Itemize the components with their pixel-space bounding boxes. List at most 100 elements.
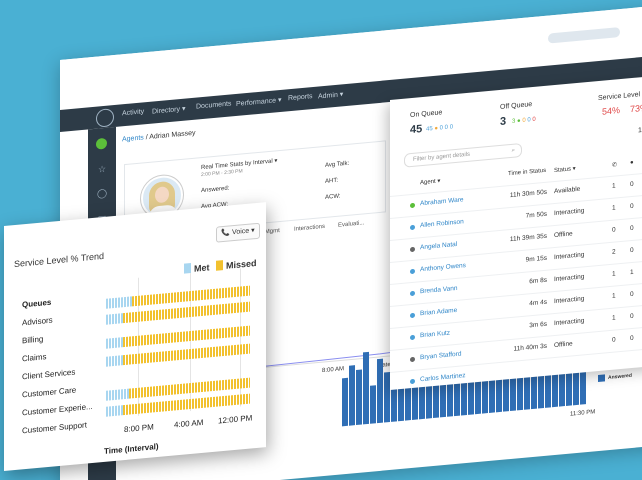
agent-name-link[interactable]: Brian Kutz bbox=[420, 329, 450, 340]
chat-count: 0 bbox=[630, 202, 634, 211]
answered-bar bbox=[377, 358, 383, 424]
on-queue-c: 0 bbox=[444, 124, 449, 132]
missed-segment bbox=[123, 325, 250, 348]
status-dot-icon bbox=[410, 312, 415, 319]
time-in-status: 9m 15s bbox=[525, 254, 547, 264]
service-level-label: Service Level in bbox=[598, 91, 642, 103]
nav-reports[interactable]: Reports bbox=[288, 93, 313, 103]
agent-status: Interacting bbox=[554, 251, 585, 262]
status-dot-icon bbox=[410, 378, 415, 385]
chat-count: 0 bbox=[630, 180, 634, 189]
agent-name-link[interactable]: Anthony Owens bbox=[420, 262, 466, 274]
phone-icon: ✆ bbox=[612, 162, 618, 169]
chat-count: 0 bbox=[630, 312, 634, 321]
col-agent[interactable]: Agent ▾ bbox=[420, 178, 441, 187]
answered-bar bbox=[370, 385, 376, 424]
nav-admin[interactable]: Admin ▾ bbox=[318, 91, 344, 101]
answered-bar bbox=[363, 351, 369, 425]
on-queue-breakdown: 45 ● 0 0 0 bbox=[426, 124, 454, 133]
agent-name-link[interactable]: Carlos Martinez bbox=[420, 372, 466, 384]
voice-dropdown[interactable]: 📞 Voice ▾ bbox=[216, 222, 260, 243]
card-title: Service Level % Trend bbox=[14, 250, 105, 270]
phone-count: 1 bbox=[612, 314, 616, 322]
presence-status-icon[interactable] bbox=[96, 137, 107, 150]
col-status[interactable]: Status ▾ bbox=[554, 166, 576, 175]
chat-count: 0 bbox=[630, 334, 634, 343]
on-queue-count: 45 bbox=[410, 123, 423, 137]
phone-count: 0 bbox=[612, 336, 616, 344]
answered-bar bbox=[342, 377, 348, 427]
status-dot-icon bbox=[410, 202, 415, 209]
agent-name-link[interactable]: Angela Natal bbox=[420, 240, 458, 252]
phone-count: 1 bbox=[612, 204, 616, 212]
chat-count: 1 bbox=[630, 268, 634, 277]
met-segment bbox=[106, 313, 123, 325]
queue-label: Claims bbox=[22, 352, 47, 364]
status-dot-icon bbox=[410, 290, 415, 297]
answered-bar bbox=[349, 365, 355, 426]
agent-name-link[interactable]: Abraham Ware bbox=[420, 196, 464, 208]
service-level-a: 54% bbox=[602, 105, 621, 117]
agent-name-link[interactable]: Brian Adame bbox=[420, 306, 458, 318]
time-in-status: 7m 50s bbox=[525, 210, 547, 220]
globe-logo-icon[interactable] bbox=[96, 108, 114, 128]
global-search-input[interactable] bbox=[548, 27, 620, 44]
phone-count: 2 bbox=[612, 248, 616, 256]
met-segment bbox=[106, 337, 123, 349]
answered-label: Answered: bbox=[201, 185, 230, 195]
queue-label: Customer Support bbox=[22, 420, 87, 436]
time-in-status: 3m 6s bbox=[529, 320, 547, 330]
service-level-b: 73% bbox=[630, 102, 642, 115]
star-icon[interactable]: ☆ bbox=[97, 163, 107, 175]
col-time-in-status[interactable]: Time in Status bbox=[508, 167, 547, 178]
status-dot-icon bbox=[410, 334, 415, 341]
x-tick-4am: 4:00 AM bbox=[174, 417, 204, 430]
agent-filter-input[interactable]: Filter by agent details ⌕ bbox=[404, 142, 522, 168]
agent-status: Available bbox=[554, 185, 581, 196]
top-count: 1 bbox=[638, 127, 642, 135]
nav-activity[interactable]: Activity bbox=[122, 108, 145, 118]
legend-missed-label: Missed bbox=[226, 258, 257, 271]
queue-label: Customer Experie... bbox=[22, 401, 93, 418]
legend-met: Met bbox=[184, 261, 210, 274]
on-queue-available: 45 bbox=[426, 126, 433, 133]
time-in-status bbox=[502, 365, 547, 369]
queue-label: Billing bbox=[22, 334, 44, 346]
phone-count: 0 bbox=[612, 226, 616, 234]
x-tick-label: 8:00 AM bbox=[322, 366, 345, 375]
off-queue-d: 0 bbox=[532, 116, 536, 124]
service-level-bar-row bbox=[106, 343, 250, 367]
met-segment bbox=[106, 388, 129, 401]
agent-name-link[interactable]: Bryan Stafford bbox=[420, 350, 462, 362]
service-level-card: Service Level % Trend 📞 Voice ▾ Met Miss… bbox=[4, 202, 266, 471]
time-in-status: 11h 30m 50s bbox=[509, 188, 547, 200]
agent-status: Interacting bbox=[554, 317, 585, 328]
filter-placeholder: Filter by agent details bbox=[413, 151, 471, 163]
queue-label: Advisors bbox=[22, 315, 53, 328]
chat-icon[interactable]: ◯ bbox=[97, 187, 108, 199]
agent-name-link[interactable]: Allen Robinson bbox=[420, 218, 464, 230]
tab-interactions[interactable]: Interactions bbox=[294, 223, 326, 233]
nav-directory[interactable]: Directory ▾ bbox=[152, 105, 186, 116]
chat-count: 0 bbox=[630, 224, 634, 233]
nav-performance[interactable]: Performance ▾ bbox=[236, 96, 282, 108]
nav-documents[interactable]: Documents bbox=[196, 100, 232, 111]
status-dot-icon bbox=[410, 246, 415, 253]
breadcrumb-current: Adrian Massey bbox=[149, 129, 196, 141]
agent-status: Interacting bbox=[554, 273, 585, 284]
breadcrumb-agents-link[interactable]: Agents bbox=[122, 134, 144, 144]
agent-status: Interacting bbox=[554, 295, 585, 306]
off-queue-count: 3 bbox=[500, 115, 507, 128]
agent-name-link[interactable]: Brenda Vann bbox=[420, 284, 458, 296]
x-tick-12pm: 12:00 PM bbox=[218, 413, 253, 426]
acw-label: ACW: bbox=[325, 193, 341, 201]
queue-label: Customer Care bbox=[22, 385, 77, 400]
missed-segment bbox=[123, 343, 250, 366]
x-axis-title: Time (Interval) bbox=[104, 441, 159, 456]
tab-evaluations[interactable]: Evaluati... bbox=[338, 220, 365, 229]
missed-swatch bbox=[216, 260, 223, 271]
queue-label: Client Services bbox=[22, 367, 76, 382]
phone-count: 1 bbox=[612, 270, 616, 278]
off-queue-breakdown: 3 ● 0 0 0 bbox=[512, 116, 536, 125]
met-segment bbox=[106, 355, 123, 367]
